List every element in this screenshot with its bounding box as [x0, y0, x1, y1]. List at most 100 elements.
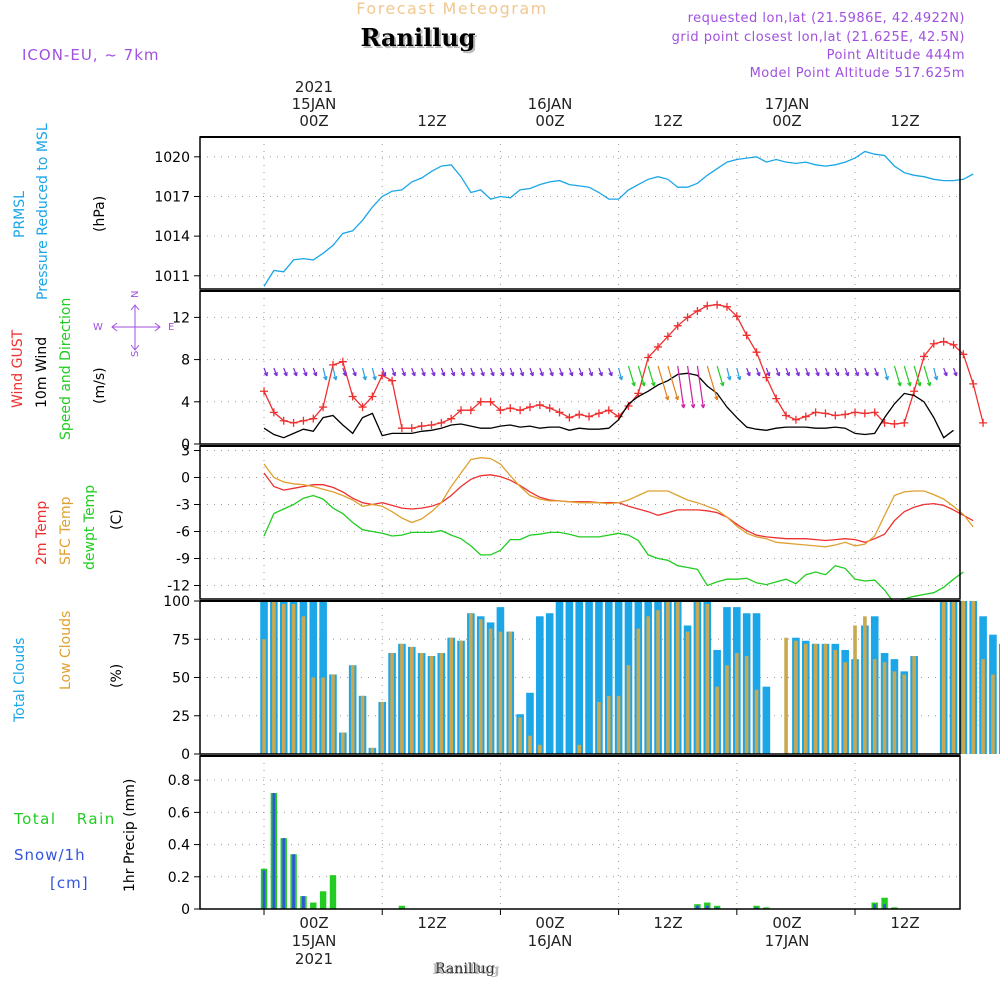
location-title-shadow: Ranillug [362, 25, 477, 54]
low-cloud-bar [321, 677, 325, 754]
sfc-temp-line [263, 457, 974, 548]
wind-direction-arrow [430, 367, 436, 377]
gust-marker [683, 313, 692, 322]
wind-direction-arrow [529, 367, 534, 377]
low-cloud-bar [902, 674, 907, 754]
low-cloud-bar [863, 616, 867, 754]
low-cloud-bar [577, 744, 582, 754]
gust-marker [713, 300, 722, 309]
low-cloud-bar [528, 735, 532, 754]
low-cloud-bar [971, 601, 976, 754]
y-tick-label: -12 [167, 579, 190, 595]
gust-marker [525, 403, 534, 412]
low-cloud-bar [469, 613, 473, 754]
gust-marker [575, 410, 584, 419]
wind-direction-arrow [263, 367, 268, 377]
wind-direction-arrow [381, 367, 387, 377]
panels-layer: 10111014101710200481230-3-6-9-1202550751… [154, 136, 1000, 918]
low-cloud-bar [409, 646, 414, 754]
y-tick-label: 25 [172, 709, 190, 725]
gust-marker [338, 357, 347, 366]
wind-direction-arrow [864, 367, 869, 377]
wind-direction-arrow [736, 367, 742, 381]
wind-direction-arrow [558, 367, 564, 377]
wind-direction-arrow [903, 365, 912, 387]
low-cloud-bar [459, 640, 463, 754]
wind-direction-arrow [844, 367, 850, 377]
total-cloud-bar [526, 692, 534, 754]
wind-direction-arrow [588, 367, 594, 377]
low-cloud-bar [636, 628, 641, 754]
wind-direction-arrow [411, 367, 416, 377]
gust-marker [693, 307, 702, 316]
y-tick-label: 3 [181, 444, 190, 460]
gust-marker [969, 379, 978, 388]
low-cloud-bar [597, 701, 601, 754]
gust-marker [397, 424, 406, 433]
wind-direction-arrow [933, 367, 939, 381]
top-time-axis: 2021 15JAN 00Z 12Z 16JAN 00Z 12Z 17JAN 0… [292, 78, 920, 130]
low-cloud-bar [341, 732, 345, 754]
compass-rose: N S W E [93, 291, 174, 357]
snow-bar [715, 907, 719, 909]
wind-direction-arrow [775, 367, 781, 377]
gust-marker [516, 406, 525, 415]
low-cloud-bar [951, 601, 956, 754]
low-cloud-bar [823, 643, 828, 754]
y-tick-label: 75 [172, 632, 190, 648]
temp-2m-label: 2m Temp [34, 501, 50, 565]
wind-direction-arrow [598, 367, 603, 377]
low-cloud-bar [725, 665, 729, 754]
point-altitude: Point Altitude 444m [827, 48, 965, 63]
rain-bar [398, 905, 406, 909]
total-cloud-bar [545, 613, 554, 754]
total-cloud-bar [762, 686, 771, 754]
gust-marker [328, 360, 337, 369]
model-altitude: Model Point Altitude 517.625m [750, 66, 965, 81]
low-cloud-bar [872, 659, 877, 754]
gust-marker [565, 413, 574, 422]
low-cloud-bar [380, 701, 385, 754]
gust-marker [585, 412, 594, 421]
low-cloud-bar [429, 656, 434, 754]
wind-direction-arrow [706, 365, 719, 401]
y-tick-label: 1020 [154, 150, 190, 166]
y-tick-label: 8 [181, 353, 190, 369]
gust-marker [358, 403, 367, 412]
low-cloud-bar [695, 601, 700, 754]
top-date-17jan: 17JAN [765, 95, 810, 113]
wind-direction-arrow [854, 367, 859, 377]
low-cloud-bar [626, 665, 631, 754]
ms-unit: (m/s) [92, 367, 108, 404]
y-tick-label: 0.8 [168, 773, 190, 789]
gust-marker [841, 410, 850, 419]
wind-direction-arrow [352, 367, 357, 377]
total-cloud-bar [752, 613, 761, 754]
gust-marker [890, 419, 899, 428]
low-cloud-bar [370, 747, 375, 754]
compass-s: S [130, 351, 141, 357]
gust-marker [319, 403, 328, 412]
panel-5: 0 0.2 0.4 0.6 0.8 [168, 755, 961, 918]
celsius-unit: (C) [109, 509, 125, 530]
gust-marker [260, 387, 269, 396]
wind-direction-arrow [509, 367, 515, 377]
y-tick-label: -9 [176, 552, 190, 568]
wind-direction-arrow [627, 365, 636, 387]
snow-bar [282, 838, 286, 909]
compass-arrows [111, 304, 161, 351]
low-cloud-bar [675, 601, 680, 754]
total-cloud-bar [614, 601, 623, 754]
top-tick-00z-15: 00Z [299, 112, 328, 130]
wind-direction-arrow [785, 367, 791, 377]
gust-marker [427, 421, 436, 430]
total-cloud-bar [565, 601, 574, 754]
low-cloud-bar [291, 604, 296, 754]
gust-marker [860, 409, 869, 418]
wind-direction-arrow [893, 365, 902, 387]
wind-direction-arrow [952, 367, 958, 377]
y-tick-label: 100 [163, 594, 190, 610]
y-tick-label: 1011 [154, 269, 190, 285]
dewpt-temp-line [263, 494, 964, 605]
wind-direction-arrow [361, 367, 367, 381]
